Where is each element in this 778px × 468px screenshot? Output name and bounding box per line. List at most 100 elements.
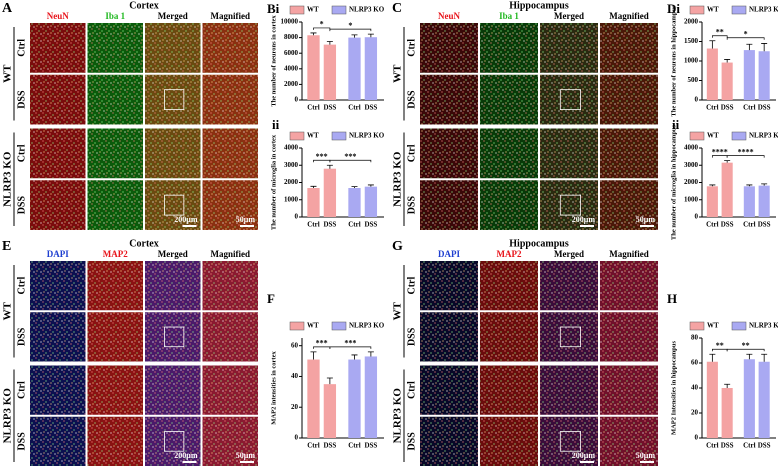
micrograph-texture xyxy=(480,128,538,179)
legend-label: NLRP3 KO xyxy=(349,6,385,14)
micrograph-texture xyxy=(540,365,598,415)
x-tick-label: Ctrl xyxy=(307,442,319,450)
micrograph-texture xyxy=(540,128,598,179)
bar xyxy=(706,361,718,438)
legend-label: NLRP3 KO xyxy=(349,322,385,330)
legend-label: NLRP3 KO xyxy=(749,132,778,140)
micrograph-texture xyxy=(420,261,478,311)
scale-bar-label: 200μm xyxy=(174,451,198,460)
bar xyxy=(364,37,378,100)
scale-bar-label: 50μm xyxy=(636,215,656,224)
y-tick-label: 4000 xyxy=(284,64,299,72)
significance-label: * xyxy=(348,21,352,30)
bar xyxy=(348,37,361,100)
y-tick-label: 0 xyxy=(695,96,699,104)
error-bar xyxy=(367,33,374,38)
bar xyxy=(758,361,770,438)
micrograph-texture xyxy=(87,74,143,125)
bar xyxy=(323,168,337,217)
row-label: Ctrl xyxy=(16,39,27,57)
significance-label: *** xyxy=(344,152,356,161)
bar xyxy=(364,186,378,217)
legend-swatch xyxy=(289,5,305,15)
row-label: DSS xyxy=(406,90,417,109)
significance-bracket xyxy=(726,37,765,40)
y-tick-label: 60 xyxy=(691,359,699,367)
column-header: NeuN xyxy=(47,11,69,21)
micrograph-texture xyxy=(30,416,86,466)
significance-label: *** xyxy=(316,152,328,161)
row-label: DSS xyxy=(406,196,417,215)
row-label: Ctrl xyxy=(406,277,417,295)
group-label: WT xyxy=(2,64,14,83)
column-header: Merged xyxy=(554,249,584,259)
bar xyxy=(323,384,337,438)
y-tick-label: 500 xyxy=(688,76,699,84)
micrograph-texture xyxy=(540,180,598,230)
micrograph-texture xyxy=(202,74,258,125)
zoom-box xyxy=(164,326,185,348)
micrograph-texture xyxy=(420,416,478,466)
error-bar xyxy=(724,59,731,63)
row-label: Ctrl xyxy=(406,381,417,399)
y-axis-label: The number of microglia in hippocampus xyxy=(670,124,677,240)
x-tick-label: DSS xyxy=(323,442,336,450)
micrograph-texture xyxy=(480,312,538,362)
row-label: Ctrl xyxy=(406,39,417,57)
legend-label: WT xyxy=(707,6,719,14)
micrograph-texture xyxy=(87,312,143,362)
micrograph-texture xyxy=(540,74,598,125)
column-header: Merged xyxy=(158,249,188,259)
y-tick-label: 4000 xyxy=(684,144,699,152)
y-tick-label: 0 xyxy=(695,213,699,221)
legend-label: NLRP3 KO xyxy=(749,322,778,330)
zoom-box xyxy=(559,326,581,348)
scale-bar-label: 50μm xyxy=(236,215,256,224)
micrograph-texture xyxy=(600,261,658,311)
significance-label: **** xyxy=(712,147,728,156)
error-bar xyxy=(326,377,333,385)
scale-bar-label: 50μm xyxy=(636,451,656,460)
panel-label: Di xyxy=(667,1,680,16)
legend-swatch xyxy=(331,131,347,141)
micrograph-texture xyxy=(600,365,658,415)
bar xyxy=(364,356,378,438)
zoom-box xyxy=(559,431,581,452)
micrograph-texture xyxy=(30,23,86,73)
significance-label: * xyxy=(320,20,324,29)
legend-label: NLRP3 KO xyxy=(749,6,778,14)
error-bar xyxy=(761,353,768,362)
row-label: DSS xyxy=(16,90,27,109)
zoom-box xyxy=(559,194,581,216)
micrograph-texture xyxy=(600,416,658,466)
x-tick-label: Ctrl xyxy=(706,104,718,112)
y-tick-label: 3000 xyxy=(284,161,299,169)
y-tick-label: 2000 xyxy=(284,80,299,88)
error-bar xyxy=(351,34,358,38)
x-tick-label: DSS xyxy=(364,221,377,229)
scale-bar-label: 200μm xyxy=(572,451,596,460)
legend-label: NLRP3 KO xyxy=(349,132,385,140)
x-tick-label: DSS xyxy=(721,442,734,450)
bar xyxy=(758,51,770,100)
y-tick-label: 3000 xyxy=(684,161,699,169)
legend-label: WT xyxy=(707,322,719,330)
significance-label: * xyxy=(744,30,748,39)
micrograph-texture xyxy=(540,261,598,311)
significance-bracket xyxy=(329,28,372,32)
y-tick-label: 40 xyxy=(291,372,299,380)
micrograph-texture xyxy=(202,312,258,362)
error-bar xyxy=(746,353,753,360)
micrograph-texture xyxy=(87,128,143,179)
y-tick-label: 80 xyxy=(691,334,699,342)
y-tick-label: 60 xyxy=(291,341,299,349)
legend-label: WT xyxy=(307,322,319,330)
panel-letter: C xyxy=(392,1,402,16)
zoom-box xyxy=(164,89,185,110)
micrograph-texture xyxy=(30,74,86,125)
x-tick-label: Ctrl xyxy=(307,221,319,229)
bar xyxy=(307,188,320,217)
y-axis-label: The number of neurons in hippocampus xyxy=(670,5,677,117)
scale-bar-label: 200μm xyxy=(572,215,596,224)
bar xyxy=(706,186,718,217)
